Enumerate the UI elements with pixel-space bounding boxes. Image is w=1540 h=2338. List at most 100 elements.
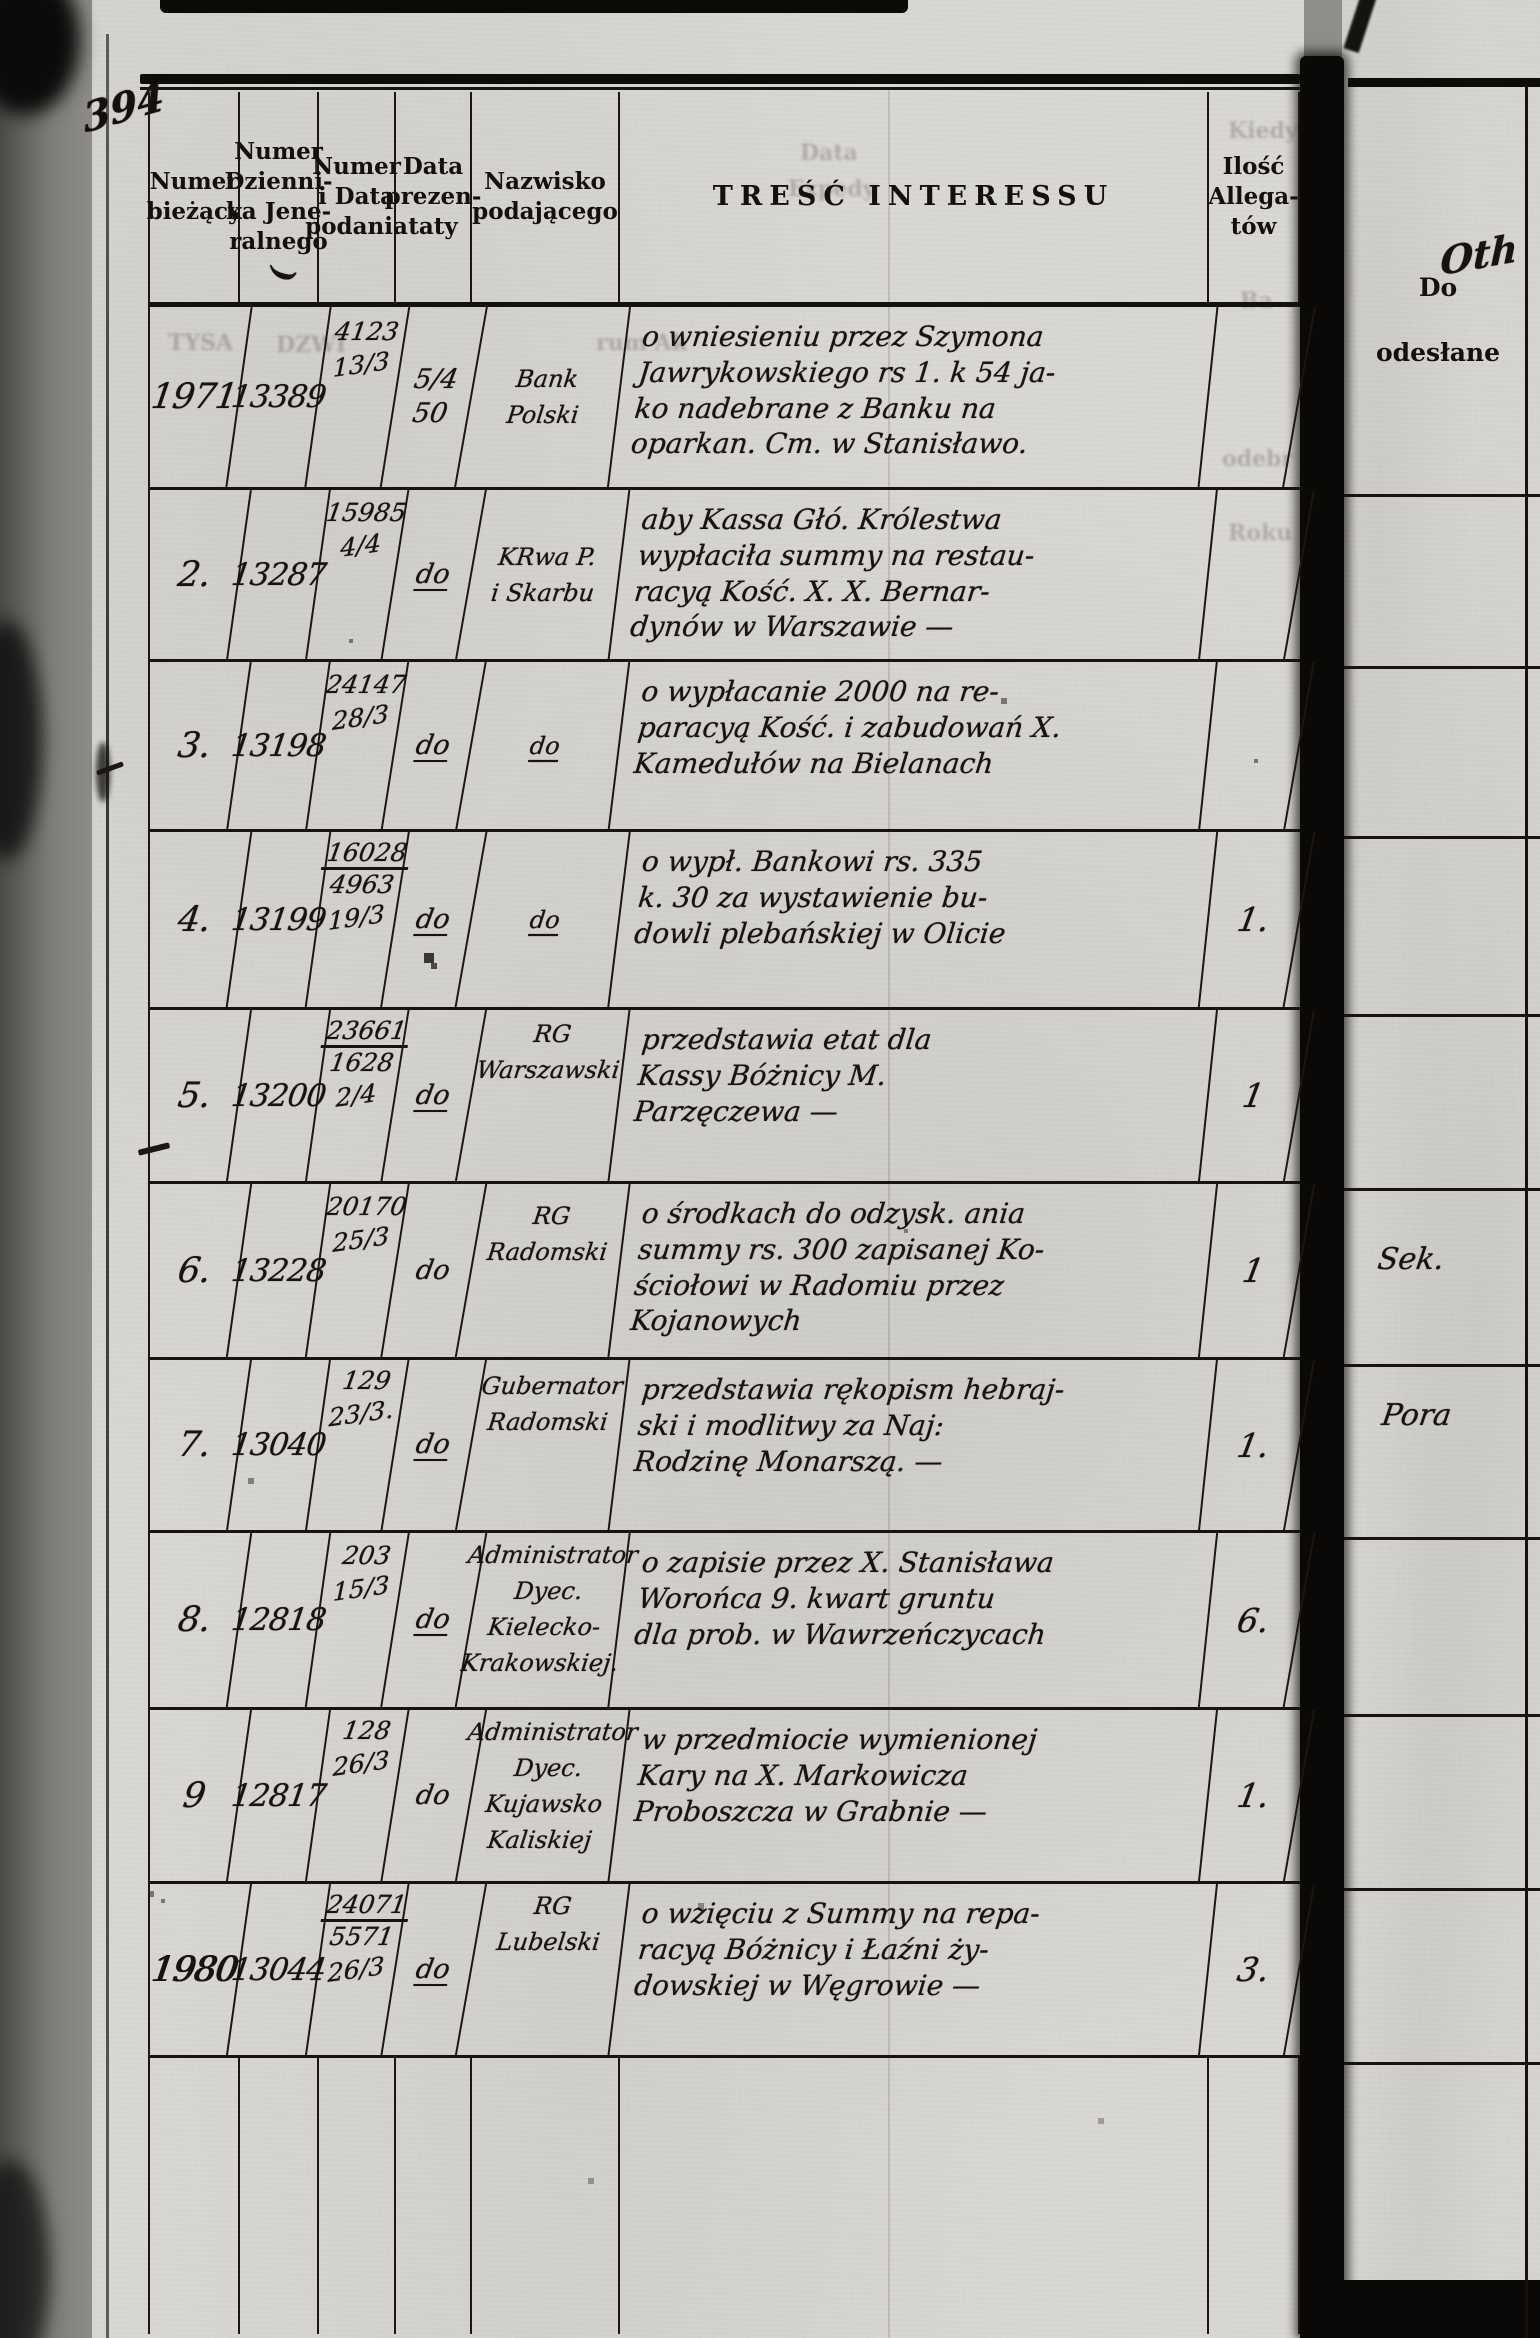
facing-page-handwriting-fragment: Sek. [1375,1242,1447,1277]
facing-page-row-line [1344,1714,1540,1717]
ink-specks [0,0,2,2]
scan-left-shadow [0,0,96,2338]
bleedthrough-text: odebr [1222,446,1294,472]
cell-nazwisko: do [461,832,631,1007]
facing-page-row-line [1344,1537,1540,1540]
scan-bottom-right-corner [1300,2280,1540,2338]
podanie-numer: 24071 [320,1890,413,1922]
cell-tresc: o wniesieniu przez Szymona Jawrykowskieg… [610,307,1219,487]
podanie-numer: 16028 [320,838,414,870]
podanie-numer: 129 [340,1366,393,1395]
cell-empty [240,2058,319,2334]
cell-nazwisko: Bank Polski [460,307,632,487]
cell-tresc: w przedmiocie wymienionej Kary na X. Mar… [611,1710,1218,1881]
book-gutter [1300,56,1344,2338]
cell-tresc: o środkach do odzysk. ania summy rs. 300… [610,1184,1219,1357]
facing-page-row-line [1344,1014,1540,1017]
podanie-data: 19/3 [328,899,386,936]
podanie-numer: 4123 [332,317,401,346]
facing-page-row-line [1344,836,1540,839]
cell-nazwisko: RG Lubelski [461,1884,631,2055]
podanie-data: 25/3 [332,1221,391,1258]
podanie-data: 13/3 [332,346,391,383]
cell-tresc: o zapisie przez X. Stanisława Worońca 9.… [610,1533,1219,1707]
cell-tresc: o wypł. Bankowi rs. 335 k. 30 za wystawi… [610,832,1219,1007]
cell-tresc: o wypłacanie 2000 na re- paracyą Kość. i… [611,662,1218,829]
facing-page-column-line [1525,84,1528,2338]
table-row: 1980 13044 24071 5571 26/3 do RG Lubelsk… [137,1884,1316,2058]
table-top-rule-2 [140,87,1300,90]
header-dziennik-label: Numer Dzienni- ka Jene- ralnego [224,138,333,255]
cell-tresc: przedstawia etat dla Kassy Bóżnicy M. Pa… [611,1010,1218,1181]
podanie-numer-2: 5571 [327,1922,396,1951]
header-data-prezentaty: Data prezen- taty [385,92,481,302]
cell-empty [620,2058,1209,2334]
cell-nazwisko: do [461,662,631,829]
table-row-empty [148,2058,1300,2334]
table-row: 6. 13228 20170 25/3 do RG Radomski o śro… [137,1184,1316,1360]
header-dziennik-jeneralny: Numer Dzienni- ka Jene- ralnego ) [224,92,333,302]
cell-tresc: aby Kassa Głó. Królestwa wypłaciła summy… [611,490,1218,659]
cell-nazwisko: RG Warszawski [461,1010,631,1181]
podanie-numer: 24147 [324,670,409,699]
cell-empty [150,2058,240,2334]
bleedthrough-text: Expedy [788,176,876,202]
cell-nazwisko: Gubernator Radomski [461,1360,631,1530]
podanie-numer: 15985 [324,498,409,527]
cell-empty [1209,2058,1300,2334]
facing-page-row-line [1344,1364,1540,1367]
table-row: 9 12817 128 26/3 do Administrator Dyec. … [137,1710,1316,1884]
table-row: 7. 13040 129 23/3. do Gubernator Radomsk… [138,1360,1315,1533]
cell-nazwisko: Administrator Dyec. Kujawsko Kaliskiej [461,1710,639,1881]
header-tresc-interessu: TREŚĆ INTERESSU [620,92,1209,302]
podanie-numer-2: 4963 [327,870,397,899]
cell-nazwisko: KRwa P. i Skarbu [461,490,631,659]
facing-page-row-line [1344,1888,1540,1891]
faint-vertical-rule [888,90,890,2338]
cell-tresc: o wzięciu z Summy na repa- racyą Bóżnicy… [611,1884,1218,2055]
header-numer-data-podania: Numer i Data podania [305,92,408,302]
header-nazwisko-podajacego: Nazwisko podającego [472,92,620,302]
table-row: 1971 13389 4123 13/3 5/4 50 Bank Polski … [137,307,1316,490]
cell-nazwisko: RG Radomski [461,1184,631,1357]
podanie-numer: 128 [340,1716,393,1745]
podanie-data: 15/3 [332,1570,391,1607]
bleedthrough-text: rum Ak [596,330,687,356]
cell-empty [319,2058,396,2334]
header-ilosc-allegatow: Ilość Allega- tów [1208,92,1300,302]
register-table: Numer bieżący Numer Dzienni- ka Jene- ra… [137,74,1316,2334]
table-row: 5. 13200 23661 1628 2/4 do RG Warszawski… [137,1010,1316,1184]
table-row: 3. 13198 24147 28/3 do do o wypłacanie 2… [138,662,1315,832]
table-row: 2. 13287 15985 4/4 do KRwa P. i Skarbu a… [138,490,1315,662]
facing-page-row-line [1344,666,1540,669]
podanie-numer: 20170 [324,1192,409,1221]
cell-empty [472,2058,620,2334]
podanie-numer-2: 1628 [327,1048,396,1077]
page-edge-line [106,34,109,2338]
cell-nazwisko: Administrator Dyec. Kielecko- Krakowskie… [459,1533,639,1707]
bleedthrough-text: DZWI [276,332,347,358]
left-page-paper [92,0,1304,2338]
table-row: 4. 13199 16028 4963 19/3 do do o wypł. B… [137,832,1316,1010]
bleedthrough-text: Kiedy [1228,118,1298,144]
cell-empty [396,2058,472,2334]
facing-page-row-line [1344,2062,1540,2065]
podanie-data: 26/3 [332,1745,391,1782]
cell-tresc: przedstawia rękopism hebraj- ski i modli… [611,1360,1218,1530]
bleedthrough-text: Data [800,140,858,166]
table-top-rule [140,74,1300,84]
podanie-data: 28/3 [332,699,390,736]
facing-page-paper [1342,0,1540,2338]
facing-page-row-line [1344,1188,1540,1191]
facing-page-header-do-odeslane: Do odesłane [1375,273,1501,367]
bracket-mark: ) [264,265,302,284]
podanie-data: 2/4 [335,1078,378,1113]
podanie-data: 26/3 [327,1951,386,1988]
bleedthrough-text: Roku [1228,520,1293,546]
podanie-numer: 203 [340,1541,393,1570]
podanie-data: 4/4 [340,528,382,563]
table-row: 8. 12818 203 15/3 do Administrator Dyec.… [137,1533,1316,1710]
podanie-data: 23/3. [328,1394,395,1433]
scan-top-edge [160,0,908,13]
podanie-numer: 23661 [320,1016,413,1048]
